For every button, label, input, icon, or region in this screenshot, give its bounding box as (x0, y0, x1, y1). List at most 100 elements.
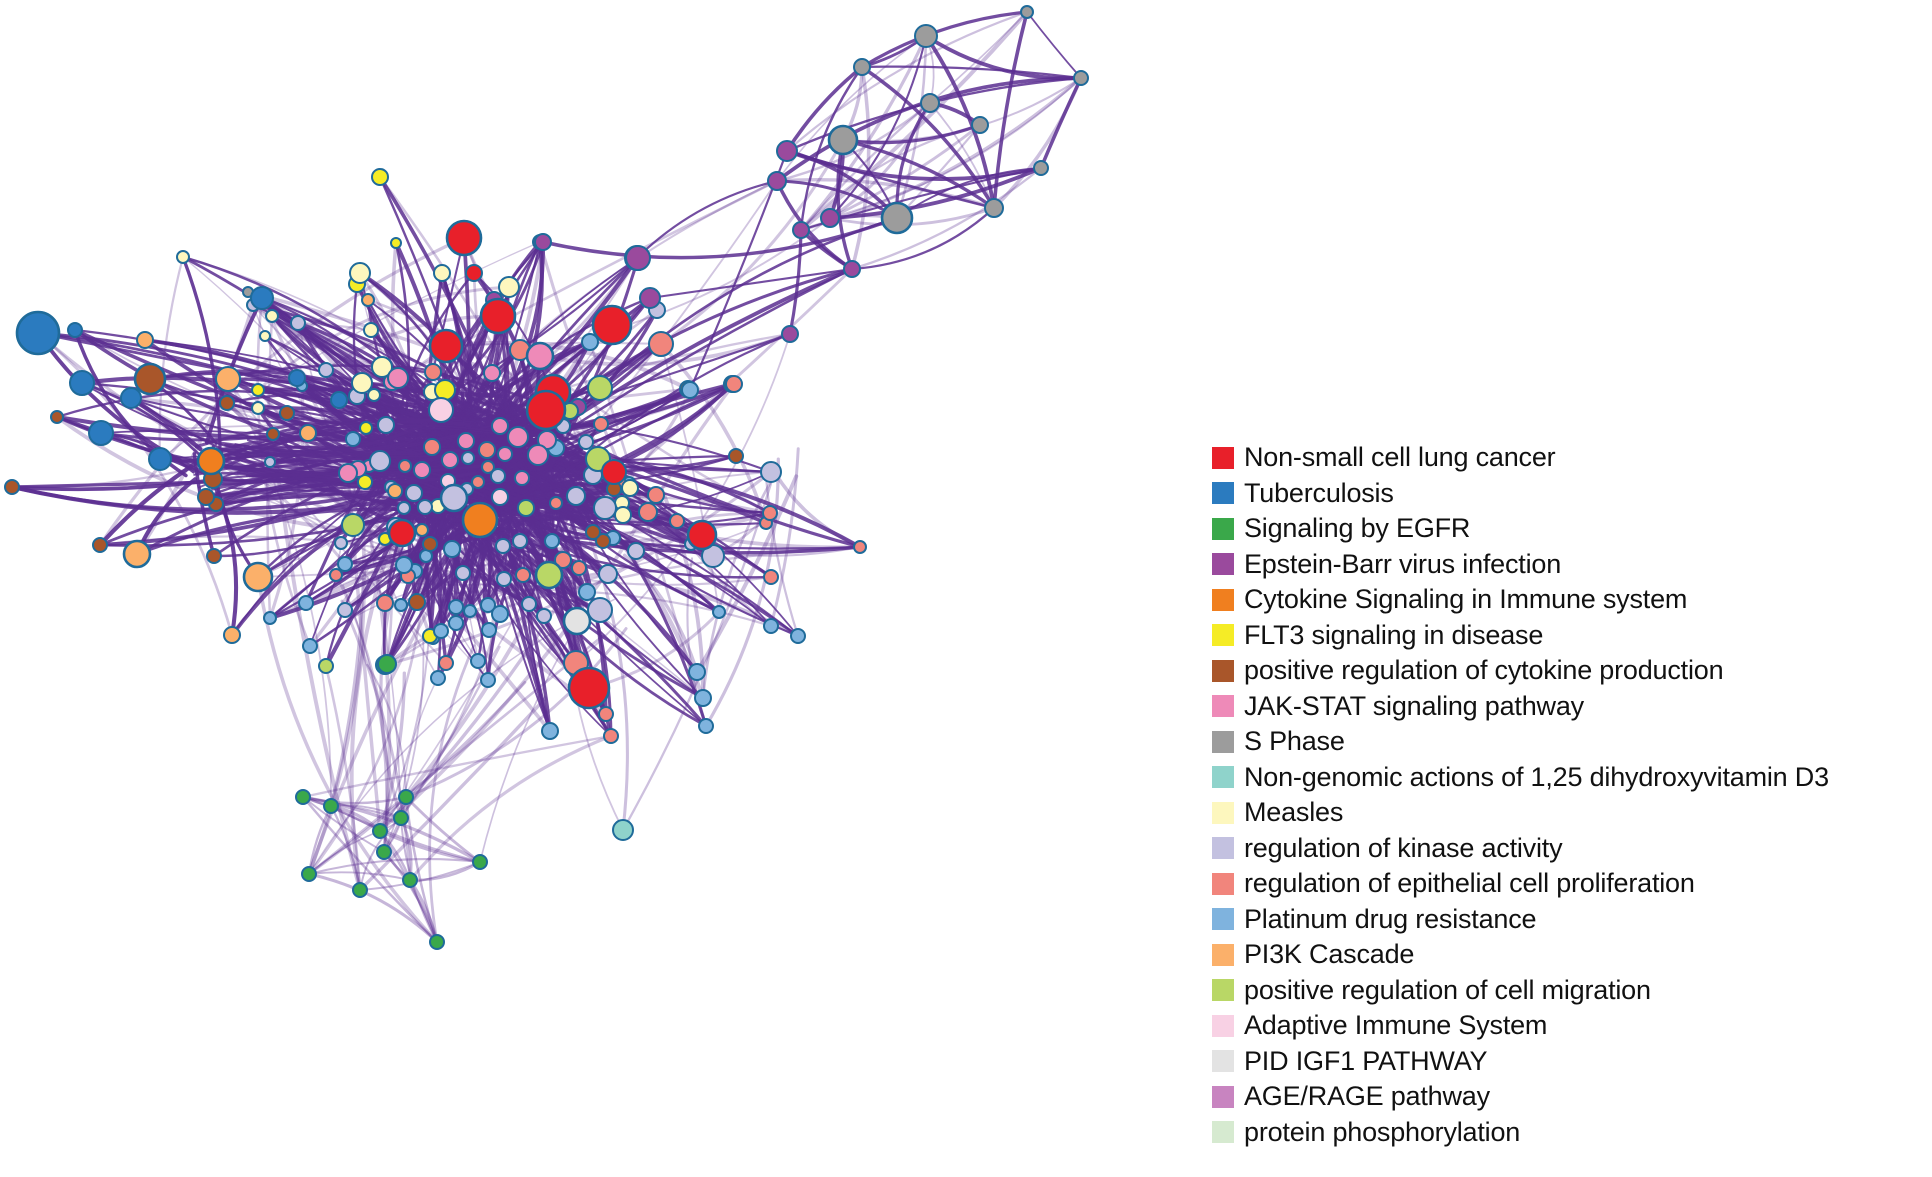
legend-item: positive regulation of cytokine producti… (1212, 653, 1829, 689)
term-node (263, 611, 277, 625)
ne-bridge-edge (648, 267, 854, 300)
core-edge (499, 239, 544, 432)
core-edge (546, 439, 773, 579)
term-node (302, 638, 318, 654)
egfr-edge (308, 871, 411, 881)
legend-item: Signaling by EGFR (1212, 511, 1829, 547)
term-node (612, 819, 634, 841)
term-node (301, 866, 317, 882)
legend-label: regulation of epithelial cell proliferat… (1244, 868, 1695, 899)
term-node (405, 484, 423, 502)
term-node (371, 168, 389, 186)
legend-label: AGE/RAGE pathway (1244, 1081, 1490, 1112)
term-node (790, 628, 806, 644)
legend-swatch (1212, 908, 1234, 931)
egfr-bridge-edge (377, 584, 402, 819)
term-node (341, 513, 365, 537)
egfr-bridge-edge (378, 671, 406, 833)
legend-item: protein phosphorylation (1212, 1115, 1829, 1151)
egfr-edge (382, 850, 439, 944)
term-node (603, 728, 619, 744)
legend-swatch (1212, 1014, 1234, 1037)
term-node (428, 328, 464, 364)
legend-label: positive regulation of cytokine producti… (1244, 655, 1724, 686)
term-node (587, 597, 613, 623)
core-edge (524, 332, 792, 515)
term-node (242, 561, 274, 593)
legend-swatch (1212, 624, 1234, 647)
term-node (621, 479, 639, 497)
term-node (512, 533, 528, 549)
term-node (843, 260, 861, 278)
term-node (264, 456, 276, 468)
term-node (491, 417, 509, 435)
term-node (578, 434, 594, 450)
term-node (767, 171, 787, 191)
ne-edge (860, 65, 996, 210)
term-node (496, 571, 512, 587)
term-node (330, 391, 348, 409)
se-edge (704, 457, 780, 728)
egfr-bridge-edge (366, 663, 408, 799)
term-node (372, 823, 388, 839)
term-node (490, 468, 506, 484)
se-edge (769, 447, 800, 628)
core-edge (510, 462, 799, 637)
weak-edge (518, 348, 772, 515)
term-node (763, 569, 779, 585)
term-node (318, 658, 334, 674)
legend-item: PI3K Cascade (1212, 937, 1829, 973)
west-bridge-edge (210, 432, 428, 485)
egfr-edge (329, 804, 362, 892)
legend-label: protein phosphorylation (1244, 1116, 1521, 1147)
ne-edge (828, 34, 928, 220)
term-node (598, 564, 618, 584)
ne-bridge-edge (788, 228, 803, 336)
term-node (593, 416, 609, 432)
legend-swatch (1212, 659, 1234, 682)
term-node (329, 568, 343, 582)
ne-edge (775, 101, 932, 183)
term-node (853, 540, 867, 554)
term-node (67, 322, 83, 338)
term-node (491, 488, 509, 506)
term-node (534, 560, 564, 590)
term-node (196, 446, 226, 476)
term-node (853, 58, 871, 76)
egfr-bridge-edge (379, 643, 430, 832)
term-node (299, 424, 317, 442)
term-node (566, 486, 586, 506)
ne-edge (1026, 11, 1082, 79)
term-node (481, 460, 495, 474)
term-node (120, 387, 142, 409)
legend: Non-small cell lung cancer Tuberculosis … (1212, 440, 1829, 1150)
ne-edge (799, 65, 864, 232)
legend-swatch (1212, 943, 1234, 966)
term-node (398, 459, 412, 473)
term-node (562, 606, 592, 636)
term-node (397, 501, 411, 515)
term-node (265, 309, 279, 323)
strong-edges (9, 10, 1083, 738)
term-node (567, 666, 611, 710)
term-node (367, 388, 381, 402)
legend-item: JAK-STAT signaling pathway (1212, 689, 1829, 725)
ne-edge (799, 34, 928, 232)
term-node (338, 463, 358, 483)
term-node (415, 523, 429, 537)
term-node (219, 395, 235, 411)
term-nodes (4, 5, 1089, 950)
legend-item: regulation of kinase activity (1212, 831, 1829, 867)
legend-item: positive regulation of cell migration (1212, 973, 1829, 1009)
term-node (266, 427, 280, 441)
west-edge (181, 255, 222, 463)
legend-label: Tuberculosis (1244, 477, 1394, 508)
egfr-edge (359, 861, 481, 891)
term-node (337, 602, 353, 618)
term-node (984, 198, 1004, 218)
term-node (507, 426, 529, 448)
term-node (441, 451, 459, 469)
legend-label: Cytokine Signaling in Immune system (1244, 584, 1688, 615)
west-edge (55, 415, 200, 473)
term-node (463, 604, 477, 618)
